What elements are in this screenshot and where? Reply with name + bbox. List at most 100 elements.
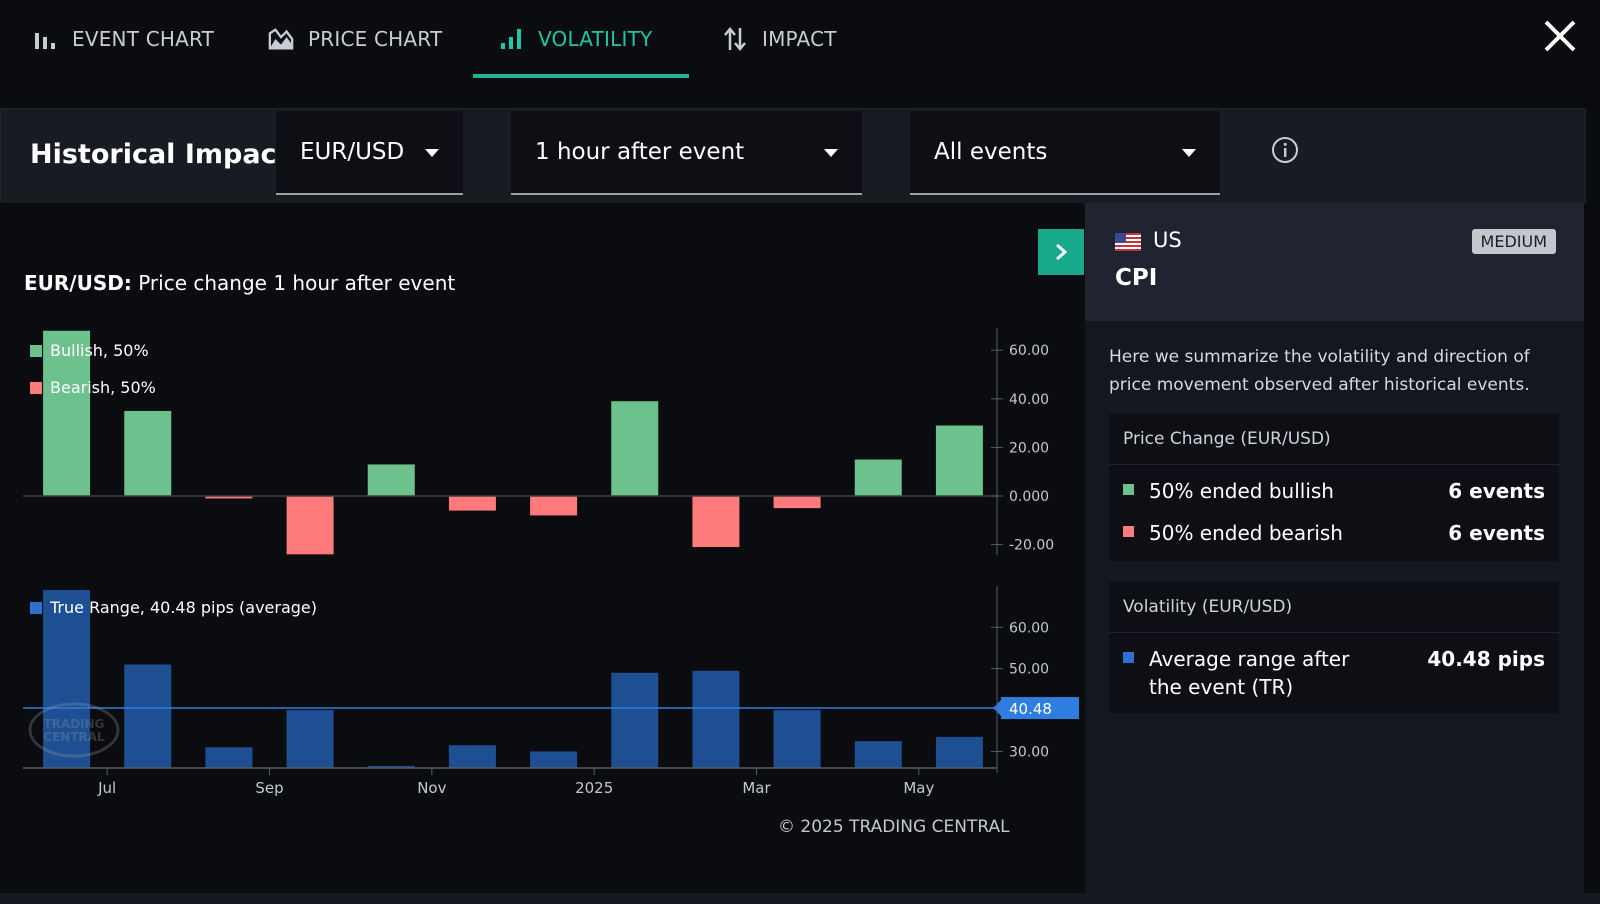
true-range-bar (773, 710, 821, 768)
price-change-box: Price Change (EUR/USD) 50% ended bullish… (1109, 414, 1559, 561)
copyright: © 2025 TRADING CENTRAL (778, 817, 1010, 837)
price-change-bar (692, 496, 740, 548)
chart-panel: EUR/USD: Price change 1 hour after event… (0, 203, 1084, 893)
bearish-stat-label: 50% ended bearish (1149, 521, 1343, 545)
price-change-title: Price Change (EUR/USD) (1109, 414, 1559, 465)
average-label-box (1001, 697, 1079, 720)
bar-chart-icon (32, 26, 58, 52)
area-chart-icon (268, 26, 294, 52)
true-range-bar (448, 745, 496, 768)
chevron-down-icon (1182, 149, 1196, 157)
tab-bar: EVENT CHART PRICE CHART VOLATILITY IMPAC… (0, 0, 1600, 100)
y-tick-label: -20.00 (1009, 538, 1054, 554)
price-change-bar (367, 464, 415, 496)
bullish-stat-value: 6 events (1448, 479, 1545, 503)
bearish-stat-value: 6 events (1448, 521, 1545, 545)
tab-impact[interactable]: IMPACT (722, 0, 837, 78)
summary-description: Here we summarize the volatility and dir… (1109, 347, 1530, 395)
signal-bars-icon (498, 26, 524, 52)
true-range-bar (854, 741, 902, 768)
x-tick-label: Jul (97, 779, 116, 797)
true-range-bar (611, 672, 659, 768)
chart-title-text: Price change 1 hour after event (131, 271, 456, 295)
chart-title: EUR/USD: Price change 1 hour after event (24, 271, 455, 295)
timeframe-dropdown[interactable]: 1 hour after event (511, 111, 862, 195)
expand-panel-button[interactable] (1038, 229, 1084, 275)
x-tick-label: 2025 (575, 779, 613, 797)
true-range-bar (367, 765, 415, 768)
x-tick-label: Mar (742, 779, 771, 797)
volatility-title: Volatility (EUR/USD) (1109, 582, 1559, 633)
tab-volatility[interactable]: VOLATILITY (498, 0, 652, 78)
page-title: Historical Impact (30, 139, 290, 170)
up-down-arrows-icon (722, 26, 748, 52)
event-country: US (1153, 228, 1182, 252)
price-change-bar (773, 496, 821, 509)
legend-bullish-label: Bullish, 50% (50, 341, 149, 360)
watermark-text: CENTRAL (43, 730, 105, 744)
x-tick-label: May (903, 779, 934, 797)
legend-true-range: True Range, 40.48 pips (average) (30, 598, 317, 617)
tab-price-chart[interactable]: PRICE CHART (268, 0, 442, 78)
event-filter-dropdown[interactable]: All events (910, 111, 1220, 195)
average-range-label-line-1: Average range after (1149, 647, 1350, 671)
average-range-stat: Average range after the event (TR) 40.48 … (1123, 645, 1545, 701)
price-change-bar (935, 425, 983, 496)
true-range-swatch (30, 601, 42, 614)
legend-bearish: Bearish, 50% (30, 378, 156, 397)
price-change-bar (854, 459, 902, 496)
legend-bullish: Bullish, 50% (30, 341, 149, 360)
chevron-down-icon (425, 149, 439, 157)
price-change-bar (43, 330, 91, 496)
watermark-text: TRADING (43, 717, 104, 731)
price-change-bar (448, 496, 496, 511)
average-range-label-line-2: the event (TR) (1149, 675, 1294, 699)
volatility-box: Volatility (EUR/USD) Average range after… (1109, 582, 1559, 713)
impact-badge: MEDIUM (1471, 229, 1556, 254)
y-tick-label: 0.000 (1009, 489, 1049, 505)
true-range-bar (286, 710, 334, 768)
active-tab-indicator (473, 74, 689, 78)
bearish-marker (1123, 526, 1134, 537)
true-range-bar (43, 590, 91, 768)
controls-bar: Historical Impact EUR/USD 1 hour after e… (0, 108, 1586, 204)
volatility-chart: 40.48 60.00 40.00 20.00 0.000 -20.00 60.00 50.… (23, 328, 1079, 797)
y-tick-label: 30.00 (1009, 744, 1049, 760)
side-panel: US CPI MEDIUM Here we summarize the vola… (1085, 203, 1584, 893)
y-tick-label: 20.00 (1009, 440, 1049, 456)
y-tick-label: 60.00 (1009, 620, 1049, 636)
tab-label: EVENT CHART (72, 27, 215, 51)
watermark-ring (28, 702, 120, 758)
price-change-bar (530, 496, 578, 516)
bullish-stat: 50% ended bullish 6 events (1123, 477, 1545, 505)
bearish-stat: 50% ended bearish 6 events (1123, 519, 1545, 547)
bearish-swatch (30, 381, 42, 394)
price-change-bar (205, 496, 253, 499)
x-tick-label: Sep (255, 779, 283, 797)
average-label-value: 40.48 (1009, 700, 1052, 718)
chart-title-symbol: EUR/USD: (24, 271, 132, 295)
price-change-bar (611, 401, 659, 496)
event-header: US CPI MEDIUM (1085, 203, 1584, 321)
average-range-label: Average range after the event (TR) (1149, 645, 1349, 701)
price-change-bar (124, 410, 172, 496)
bottom-border (0, 893, 1600, 904)
bullish-swatch (30, 344, 42, 357)
tab-label: VOLATILITY (538, 27, 653, 51)
true-range-bar (124, 664, 172, 768)
y-tick-label: 60.00 (1009, 343, 1049, 359)
symbol-value: EUR/USD (300, 139, 405, 165)
y-tick-label: 50.00 (1009, 662, 1049, 678)
chevron-right-icon (1056, 243, 1068, 261)
us-flag-icon (1115, 233, 1141, 251)
bullish-marker (1123, 484, 1134, 495)
tab-event-chart[interactable]: EVENT CHART (32, 0, 214, 78)
average-range-value: 40.48 pips (1427, 647, 1545, 671)
true-range-bar (935, 736, 983, 768)
price-change-bar (286, 496, 334, 555)
symbol-dropdown[interactable]: EUR/USD (276, 111, 463, 195)
true-range-bar (205, 747, 253, 768)
info-icon[interactable] (1271, 136, 1299, 164)
close-button[interactable] (1540, 16, 1580, 56)
